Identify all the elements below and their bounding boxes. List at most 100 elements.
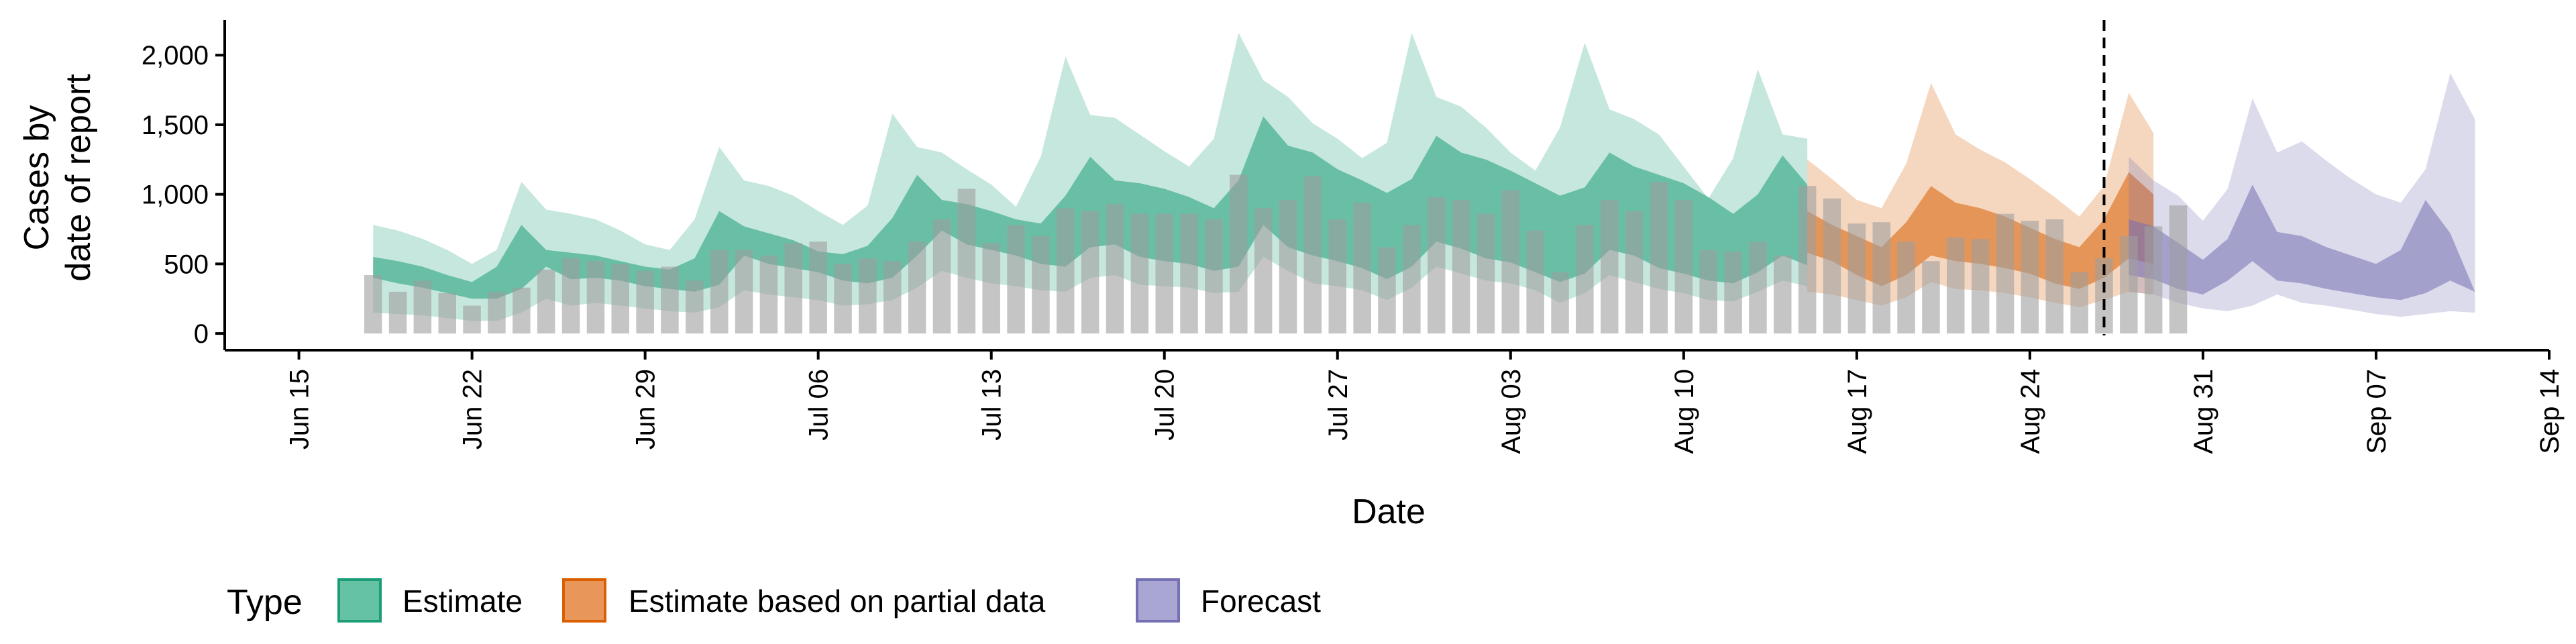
reported-case-bar <box>859 258 877 334</box>
reported-case-bar <box>2120 235 2138 334</box>
reported-case-bar <box>686 280 704 334</box>
reported-case-bar <box>1922 261 1940 334</box>
reported-case-bar <box>1749 241 1767 334</box>
reported-case-bar <box>1650 182 1668 334</box>
x-tick-label: Jul 13 <box>977 369 1007 441</box>
x-tick-label: Jul 06 <box>804 369 834 441</box>
x-tick-label: Aug 17 <box>1843 369 1872 454</box>
reported-case-bar <box>2045 219 2063 334</box>
reported-case-bar <box>1155 213 1173 334</box>
reported-case-bar <box>1625 211 1644 334</box>
x-tick-label: Sep 14 <box>2535 369 2565 454</box>
axes: 0 500 1,000 1,500 2,000 Jun 15 Jun 22 Jun 29 Jul… <box>142 20 2565 454</box>
reported-case-bar <box>1353 203 1371 334</box>
reported-case-bar <box>1130 213 1149 334</box>
reported-case-bar <box>908 241 926 334</box>
reported-case-bar <box>1254 208 1273 334</box>
reported-case-bar <box>1601 200 1619 334</box>
reported-case-bar <box>513 287 531 334</box>
x-tick-label: Aug 31 <box>2189 369 2218 454</box>
reported-case-bar <box>413 280 432 334</box>
reported-case-bar <box>586 261 605 334</box>
reported-case-bar <box>636 270 654 334</box>
reported-case-bar <box>1303 176 1322 334</box>
legend: Type Estimate Estimate based on partial … <box>227 578 1321 623</box>
reported-case-bar <box>1872 222 1890 334</box>
reported-case-bar <box>1576 225 1594 334</box>
reported-case-bar <box>883 261 902 334</box>
reported-case-bar <box>932 219 951 334</box>
x-tick-label: Sep 07 <box>2362 369 2392 454</box>
legend-label-estimate: Estimate <box>402 584 523 619</box>
reported-case-bar <box>1501 190 1519 334</box>
y-axis-title-line-1: Cases by <box>17 105 56 251</box>
reported-case-bar <box>2021 221 2039 334</box>
y-axis-title-line-2: date of report <box>59 74 98 282</box>
x-tick-label: Jun 22 <box>458 369 488 449</box>
reported-case-bar <box>1428 197 1446 334</box>
reported-case-bar <box>1947 237 1965 334</box>
reported-case-bar <box>1081 211 1099 334</box>
x-tick-label: Aug 10 <box>1670 369 1699 454</box>
reported-case-bar <box>1724 251 1742 334</box>
reported-case-bar <box>1897 241 1915 334</box>
reported-case-bar <box>1798 186 1817 334</box>
x-tick-label: Jun 15 <box>285 369 315 449</box>
reported-case-bar <box>1996 213 2015 334</box>
reported-case-bar <box>1180 213 1198 334</box>
reported-case-bar <box>1328 219 1346 334</box>
reported-case-bar <box>759 255 778 334</box>
x-tick-label: Jun 29 <box>631 369 661 449</box>
reported-case-bar <box>784 243 802 334</box>
legend-swatch-forecast <box>1136 578 1180 623</box>
reported-case-bar <box>1007 225 1025 334</box>
reported-case-bar <box>1971 239 1990 334</box>
reported-case-bar <box>2169 205 2188 334</box>
y-tick-label: 1,500 <box>142 111 209 140</box>
reported-case-bar <box>957 189 976 334</box>
reported-case-bar <box>611 264 629 334</box>
reported-case-bar <box>388 291 407 334</box>
reported-case-bar <box>364 275 382 334</box>
x-tick-label: Jul 27 <box>1324 369 1353 441</box>
reported-case-bar <box>1403 225 1421 334</box>
y-tick-label: 0 <box>194 319 209 349</box>
reported-case-bar <box>982 243 1000 334</box>
reported-case-bar <box>1032 235 1050 334</box>
reported-case-bar <box>834 264 852 334</box>
reported-case-bar <box>1106 204 1124 334</box>
legend-label-partial: Estimate based on partial data <box>629 584 1046 619</box>
ribbon-50-forecast <box>2129 184 2475 301</box>
reported-case-bar <box>1823 198 1841 334</box>
reported-case-bar <box>1057 208 1075 334</box>
reported-case-bar <box>1526 230 1544 334</box>
reported-case-bar <box>1774 255 1792 334</box>
x-tick-label: Aug 24 <box>2016 369 2045 454</box>
x-axis-title: Date <box>1352 492 1426 531</box>
reported-case-bar <box>1279 200 1297 334</box>
reported-case-bar <box>735 250 753 334</box>
reported-case-bar <box>463 305 481 334</box>
reported-case-bar <box>537 269 555 334</box>
ribbon-50-estimate <box>373 116 1808 299</box>
reported-case-bar <box>2070 272 2088 334</box>
reported-case-bar <box>1674 200 1693 334</box>
x-tick-label: Jul 20 <box>1150 369 1180 441</box>
legend-label-forecast: Forecast <box>1201 584 1321 619</box>
y-tick-label: 500 <box>164 250 209 279</box>
reported-case-bar <box>1847 223 1866 334</box>
legend-swatch-partial <box>562 578 606 623</box>
reported-case-bar <box>488 291 506 334</box>
reported-case-bar <box>1551 272 1569 334</box>
ribbon-50-estimate-based-on-partial-data <box>1807 172 2154 289</box>
y-tick-label: 2,000 <box>142 41 209 70</box>
legend-title: Type <box>227 583 303 622</box>
reported-case-bar <box>710 250 729 334</box>
reported-case-bar <box>2144 226 2163 334</box>
reported-case-bar <box>1452 200 1470 334</box>
reported-case-bar <box>661 266 679 334</box>
plot-area <box>364 20 2475 335</box>
reported-case-bar <box>561 258 580 334</box>
reported-case-bar <box>1477 213 1495 334</box>
